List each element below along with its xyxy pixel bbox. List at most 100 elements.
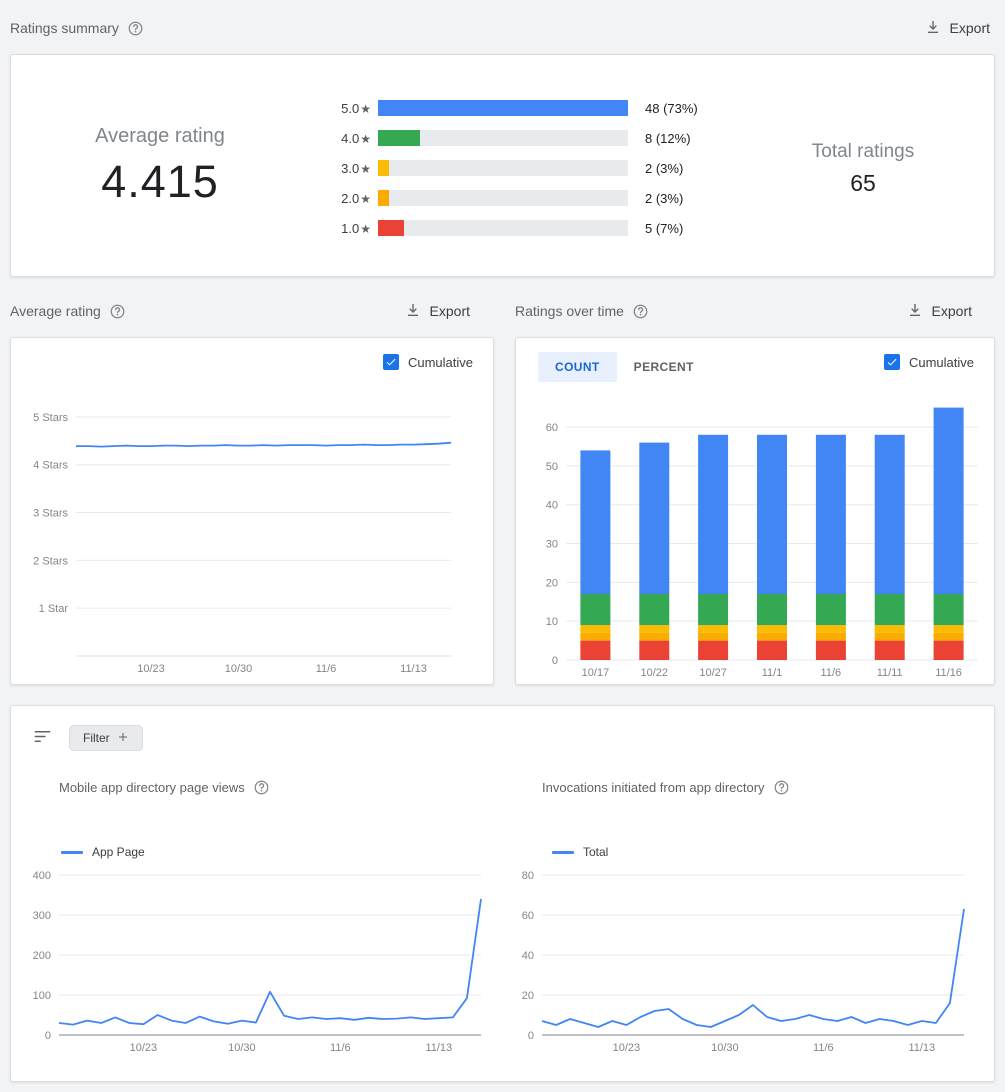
y-tick-label: 30 (546, 539, 558, 551)
page-views-legend-label: App Page (92, 845, 145, 859)
export-button-average-rating[interactable]: Export (405, 302, 470, 321)
tab-count[interactable]: COUNT (538, 352, 617, 382)
bar-segment-3-stars (580, 625, 611, 633)
average-rating-block: Average rating 4.415 (49, 125, 271, 208)
y-tick-label: 1 Star (39, 603, 69, 615)
bar-segment-4-stars (815, 594, 846, 626)
invocations-from-app-directory-chart: 0 20 40 60 80 10/23 10/30 11/6 11/13 (522, 870, 965, 1054)
bar-segment-1-star (698, 640, 729, 660)
x-tick-label: 10/23 (137, 663, 165, 675)
rating-row-label: 5.0★ (341, 100, 371, 116)
cumulative-checkbox-ratings-over-time[interactable]: Cumulative (883, 354, 974, 370)
ratings-over-time-title-row: Ratings over time (515, 303, 648, 319)
legend-line-icon (552, 850, 574, 854)
x-tick-label: 11/13 (400, 663, 427, 675)
average-rating-card: Cumulative 5 Stars 4 Stars 3 Stars 2 Stars 1… (10, 337, 494, 685)
bar-segment-3-stars (815, 625, 846, 633)
checkbox-checked-icon (883, 354, 900, 370)
ratings-over-time-section-title: Ratings over time (515, 303, 624, 319)
filter-chip[interactable]: Filter (69, 725, 143, 751)
average-rating-chart-area: 5 Stars 4 Stars 3 Stars 2 Stars 1 Star 10/23 1… (11, 338, 493, 684)
rating-bar-track (378, 100, 628, 116)
rating-bar-value: 5 (7%) (645, 220, 684, 236)
count-percent-tabs: COUNT PERCENT (538, 352, 711, 382)
star-icon: ★ (360, 131, 371, 146)
page-views-title-row: Mobile app directory page views (59, 780, 269, 795)
invocations-title: Invocations initiated from app directory (542, 780, 765, 795)
rating-bar-fill (378, 100, 628, 116)
y-tick-label: 40 (522, 950, 534, 962)
average-rating-label: Average rating (95, 125, 225, 147)
bar-segment-4-stars (874, 594, 905, 626)
ratings-over-time-chart: 0 10 20 30 40 50 60 10/17 10/22 10/27 11/1 11/6 11/1… (546, 407, 978, 679)
bar-segment-2-stars (698, 632, 729, 641)
ratings-summary-title-row: Ratings summary (10, 20, 143, 36)
x-tick-label: 10/27 (699, 667, 727, 679)
y-tick-label: 60 (546, 422, 558, 434)
y-tick-label: 0 (528, 1030, 534, 1042)
invocations-title-row: Invocations initiated from app directory (542, 780, 789, 795)
y-tick-label: 200 (33, 950, 51, 962)
rating-row-label: 4.0★ (341, 130, 371, 146)
y-tick-label: 3 Stars (33, 508, 68, 520)
x-tick-label: 11/16 (935, 667, 962, 679)
plus-icon (117, 731, 129, 746)
y-tick-label: 100 (33, 990, 51, 1002)
data-line (58, 898, 482, 1026)
x-tick-label: 11/13 (425, 1042, 452, 1054)
bar-segment-1-star (933, 640, 964, 660)
x-tick-label: 10/23 (613, 1042, 641, 1054)
rating-bar-fill (378, 190, 389, 206)
bar-segment-4-stars (757, 594, 787, 626)
total-ratings-block: Total ratings 65 (743, 141, 983, 197)
bar-segment-4-stars (580, 594, 611, 626)
ratings-summary-card: Average rating 4.415 5.0★ 48 (73%) 4.0★ 8 (… (10, 54, 995, 277)
tab-percent[interactable]: PERCENT (633, 360, 694, 374)
bar-segment-2-stars (580, 632, 611, 641)
bar-segment-3-stars (698, 625, 729, 633)
star-icon: ★ (360, 221, 371, 236)
bar-segment-1-star (874, 640, 905, 660)
x-tick-label: 11/6 (330, 1042, 351, 1054)
invocations-legend-label: Total (583, 845, 609, 859)
cumulative-checkbox-average-rating[interactable]: Cumulative (382, 354, 473, 370)
rating-bar-row-2.0: 2.0★ 2 (3%) (319, 183, 739, 213)
y-tick-label: 300 (33, 910, 51, 922)
download-icon (405, 302, 421, 321)
bar-segment-2-stars (815, 632, 846, 641)
bar-segment-2-stars (933, 632, 964, 641)
bar-segment-3-stars (757, 625, 787, 633)
export-button-ratings-summary[interactable]: Export (925, 19, 990, 38)
x-tick-label: 11/1 (762, 667, 783, 679)
page-views-legend: App Page (61, 845, 145, 859)
export-label: Export (429, 303, 470, 319)
y-tick-label: 0 (45, 1030, 51, 1042)
export-label: Export (949, 20, 990, 36)
x-tick-label: 11/11 (877, 667, 903, 679)
bar-segment-2-stars (757, 632, 787, 641)
help-icon-page-views[interactable] (254, 780, 269, 795)
export-button-ratings-over-time[interactable]: Export (907, 302, 972, 321)
y-tick-label: 400 (33, 870, 51, 882)
help-icon-average-rating[interactable] (110, 304, 125, 319)
rating-bar-track (378, 130, 628, 146)
y-tick-label: 60 (522, 910, 534, 922)
x-tick-label: 10/30 (711, 1042, 739, 1054)
bar-segment-5-stars (815, 434, 846, 594)
filter-icon[interactable] (33, 727, 52, 751)
help-icon-ratings-over-time[interactable] (633, 304, 648, 319)
bar-segment-2-stars (874, 632, 905, 641)
bar-segment-3-stars (933, 625, 964, 633)
bar-segment-3-stars (639, 625, 670, 633)
bar-segment-4-stars (933, 594, 964, 626)
help-icon-invocations[interactable] (774, 780, 789, 795)
rating-bar-row-5.0: 5.0★ 48 (73%) (319, 93, 739, 123)
help-icon-ratings-summary[interactable] (128, 21, 143, 36)
star-icon: ★ (360, 191, 371, 206)
average-rating-section-title: Average rating (10, 303, 101, 319)
rating-bar-fill (378, 220, 404, 236)
page-views-chart-area: 0 100 200 300 400 10/23 10/30 11/6 11/13 (11, 858, 503, 1073)
cumulative-label: Cumulative (908, 354, 974, 370)
rating-bar-row-3.0: 3.0★ 2 (3%) (319, 153, 739, 183)
